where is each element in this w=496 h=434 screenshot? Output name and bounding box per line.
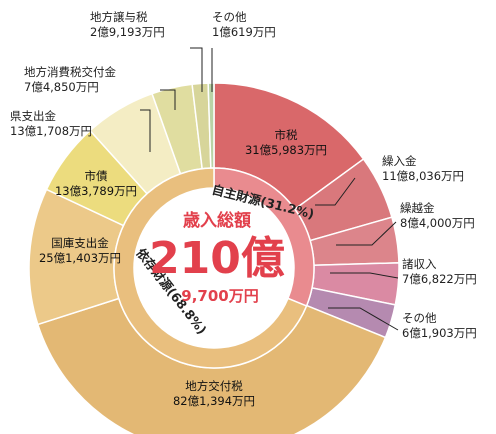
slice-label-name-7: 市債	[85, 169, 108, 183]
slice-label-amount-2: 8億4,000万円	[400, 216, 475, 230]
slice-label-name-4: その他	[402, 311, 437, 325]
slice-label-amount-0: 31億5,983万円	[245, 143, 327, 157]
slice-label-amount-5: 82億1,394万円	[173, 394, 255, 408]
slice-label-amount-7: 13億3,789万円	[55, 184, 137, 198]
leader-2	[336, 221, 397, 246]
slice-label-name-3: 諸収入	[402, 257, 437, 271]
slice-label-name-8: 県支出金	[10, 109, 56, 123]
leader-10	[190, 47, 203, 92]
leader-8	[140, 109, 151, 152]
total-title: 歳入総額	[183, 210, 251, 231]
slice-label-name-5: 地方交付税	[185, 379, 243, 393]
leader-lines	[140, 47, 399, 331]
slice-label-amount-9: 7億4,850万円	[24, 80, 99, 94]
slice-labels: 市税31億5,983万円繰入金11億8,036万円繰越金8億4,000万円諸収入…	[10, 10, 477, 408]
slice-label-amount-1: 11億8,036万円	[382, 169, 464, 183]
leader-1	[315, 177, 356, 206]
slice-label-amount-3: 7億6,822万円	[402, 272, 477, 286]
center-disc	[134, 188, 294, 348]
slice-label-name-11: その他	[212, 10, 247, 24]
slice-label-name-9: 地方消費税交付金	[24, 65, 116, 79]
leader-3	[330, 272, 399, 279]
slice-label-amount-6: 25億1,403万円	[39, 251, 121, 265]
slice-label-name-10: 地方譲与税	[90, 10, 148, 24]
total-amount: 210億	[149, 233, 285, 284]
slice-label-name-2: 繰越金	[400, 201, 435, 215]
slice-label-amount-10: 2億9,193万円	[90, 25, 165, 39]
slice-label-name-6: 国庫支出金	[51, 236, 109, 250]
total-amount-sub: 9,700万円	[181, 287, 258, 305]
leader-4	[328, 307, 399, 331]
outer-ring	[28, 82, 400, 434]
leader-9	[160, 89, 176, 110]
slice-label-name-1: 繰入金	[382, 154, 417, 168]
slice-label-amount-4: 6億1,903万円	[402, 326, 477, 340]
slice-label-amount-11: 1億619万円	[212, 25, 276, 39]
slice-label-name-0: 市税	[275, 128, 298, 142]
slice-label-amount-8: 13億1,708万円	[10, 124, 92, 138]
